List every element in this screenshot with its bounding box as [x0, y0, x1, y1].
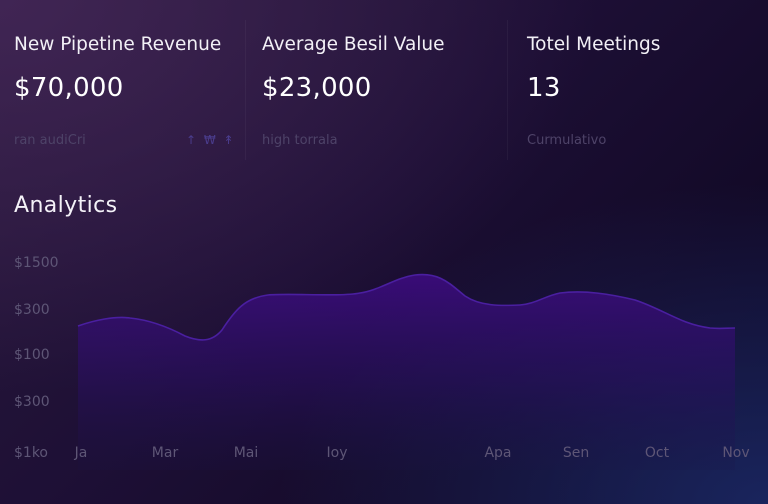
analytics-area-chart: $1500 $300 $100 $300 $1ko Ja Mar Mai Ioy Apa Sen O…	[14, 255, 750, 470]
area-line	[77, 273, 736, 341]
divider	[245, 20, 246, 160]
kpi-subtitle: ran audiCri	[14, 133, 86, 148]
x-tick-label: Ja	[74, 445, 88, 461]
kpi-title: New Pipetine Revenue	[14, 34, 222, 55]
y-tick-label: $1ko	[14, 445, 48, 461]
x-tick-label: Apa	[484, 445, 511, 461]
y-tick-label: $300	[14, 302, 50, 318]
kpi-card-average-value: Average Besil Value $23,000 high torrala	[245, 0, 507, 160]
kpi-value: $23,000	[262, 73, 372, 103]
x-axis: Ja Mar Mai Ioy Apa Sen Oct Nov	[74, 445, 750, 461]
trend-icon: ↑ ₩ ↟	[186, 133, 236, 147]
kpi-card-pipeline-revenue: New Pipetine Revenue $70,000 ran audiCri…	[0, 0, 245, 160]
kpi-subtitle: Curmulativo	[527, 133, 607, 148]
y-axis: $1500 $300 $100 $300 $1ko	[14, 255, 59, 461]
x-tick-label: Ioy	[327, 445, 348, 461]
kpi-value: $70,000	[14, 73, 124, 103]
x-tick-label: Mar	[152, 445, 179, 461]
divider	[507, 20, 508, 160]
x-tick-label: Mai	[234, 445, 259, 461]
area-fill	[78, 274, 735, 470]
x-tick-label: Oct	[645, 445, 670, 461]
y-tick-label: $300	[14, 394, 50, 410]
kpi-title: Totel Meetings	[527, 34, 661, 55]
x-tick-label: Sen	[563, 445, 589, 461]
kpi-value: 13	[527, 73, 561, 103]
x-tick-label: Nov	[722, 445, 749, 461]
kpi-card-total-meetings: Totel Meetings 13 Curmulativo	[507, 0, 768, 160]
kpi-title: Average Besil Value	[262, 34, 445, 55]
kpi-subtitle: high torrala	[262, 133, 338, 148]
y-tick-label: $100	[14, 347, 50, 363]
y-tick-label: $1500	[14, 255, 59, 271]
analytics-title: Analytics	[14, 193, 118, 218]
